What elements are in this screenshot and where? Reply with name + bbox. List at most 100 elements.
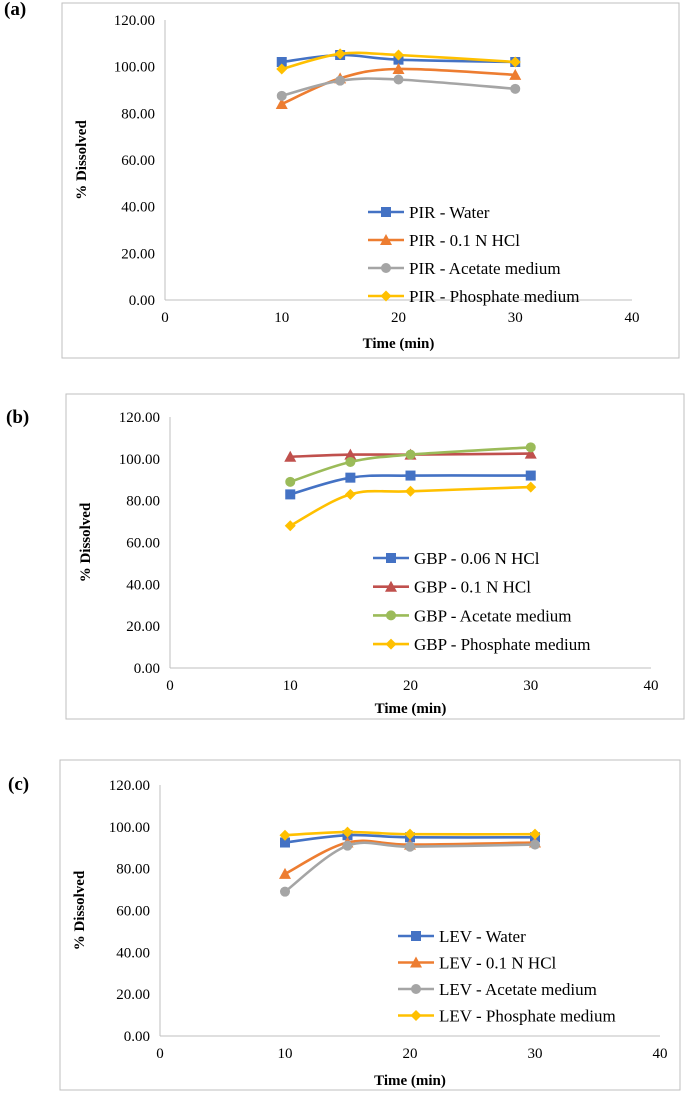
legend-label: LEV - Water xyxy=(439,927,526,946)
data-point xyxy=(405,485,416,497)
legend-marker xyxy=(385,638,397,650)
legend-label: GBP - Acetate medium xyxy=(414,606,572,625)
y-tick-label: 0.00 xyxy=(124,1029,150,1045)
data-point xyxy=(276,57,287,67)
y-axis-title: % Dissolved xyxy=(74,120,90,200)
y-tick-label: 20.00 xyxy=(116,987,150,1003)
series-group xyxy=(280,839,540,897)
series-line xyxy=(289,474,531,496)
series-line xyxy=(284,841,536,893)
legend-label: GBP - 0.06 N HCl xyxy=(414,549,540,568)
data-point xyxy=(345,472,356,483)
chart-panel: (a) 0.00 20.00 40.00 60.00 80.00 100.00 120.00 0… xyxy=(4,0,680,359)
series-line xyxy=(281,67,516,106)
data-point xyxy=(525,470,536,481)
y-tick-label: 60.00 xyxy=(116,904,150,920)
legend-marker xyxy=(386,610,396,621)
data-point xyxy=(405,841,415,852)
y-tick-label: 0.00 xyxy=(129,293,155,309)
series-group xyxy=(285,470,536,500)
legend-marker xyxy=(380,290,392,302)
data-point xyxy=(510,83,521,94)
series-group xyxy=(276,48,521,75)
y-tick-label: 0.00 xyxy=(134,661,160,677)
x-tick-label: 20 xyxy=(403,1046,418,1062)
y-tick-label: 100.00 xyxy=(119,452,160,468)
legend-marker xyxy=(386,553,396,563)
legend-label: GBP - 0.1 N HCl xyxy=(414,578,531,597)
y-tick-label: 80.00 xyxy=(116,862,150,878)
x-tick-label: 30 xyxy=(508,310,523,326)
data-point xyxy=(393,74,404,85)
x-axis-title: Time (min) xyxy=(374,1073,446,1089)
panel-label: (a) xyxy=(4,0,26,20)
x-tick-label: 10 xyxy=(278,1046,293,1062)
legend-marker xyxy=(410,1010,422,1021)
y-tick-label: 120.00 xyxy=(109,778,150,794)
series-group xyxy=(284,481,537,532)
data-point xyxy=(280,837,290,848)
legend-label: PIR - 0.1 N HCl xyxy=(409,231,520,250)
legend-marker xyxy=(411,931,421,941)
panel-label: (b) xyxy=(6,407,29,428)
legend-marker xyxy=(411,984,421,994)
data-point xyxy=(275,98,288,109)
x-tick-label: 0 xyxy=(166,678,174,694)
data-point xyxy=(405,449,416,460)
legend-marker xyxy=(381,207,391,217)
legend-label: PIR - Phosphate medium xyxy=(409,287,579,306)
x-tick-label: 30 xyxy=(523,678,538,694)
series-line xyxy=(281,77,516,98)
data-point xyxy=(404,828,416,840)
legend-marker xyxy=(380,234,392,245)
x-tick-label: 10 xyxy=(283,678,298,694)
data-point xyxy=(335,75,346,86)
x-tick-label: 40 xyxy=(644,678,659,694)
data-point xyxy=(279,829,291,841)
data-point xyxy=(342,840,353,851)
legend: LEV - Water LEV - 0.1 N HCl LEV - Acetate … xyxy=(398,927,616,1026)
panel-label: (c) xyxy=(8,774,29,795)
legend-label: LEV - Acetate medium xyxy=(439,980,597,999)
chart-frame xyxy=(59,759,681,1091)
x-tick-label: 40 xyxy=(625,310,640,326)
data-point xyxy=(524,447,537,459)
data-point xyxy=(334,48,346,60)
y-tick-label: 80.00 xyxy=(126,494,160,510)
series-line xyxy=(284,833,536,844)
series-group xyxy=(285,442,536,487)
y-tick-label: 40.00 xyxy=(116,945,150,961)
legend: GBP - 0.06 N HCl GBP - 0.1 N HCl GBP - Ace… xyxy=(373,549,590,654)
data-point xyxy=(345,456,356,467)
x-tick-label: 20 xyxy=(403,678,418,694)
legend-marker xyxy=(410,956,422,968)
y-tick-label: 120.00 xyxy=(119,410,160,426)
x-tick-label: 10 xyxy=(274,310,289,326)
y-tick-label: 60.00 xyxy=(121,153,155,169)
x-tick-label: 0 xyxy=(156,1046,164,1062)
series-line xyxy=(289,446,531,484)
data-point xyxy=(509,68,522,80)
x-tick-label: 40 xyxy=(653,1046,668,1062)
data-point xyxy=(509,56,521,68)
series-line xyxy=(289,485,531,527)
data-point xyxy=(342,826,353,838)
series-line xyxy=(284,839,536,876)
series-line xyxy=(284,830,536,837)
x-axis-title: Time (min) xyxy=(375,701,447,717)
chart-panel: (b) 0.00 20.00 40.00 60.00 80.00 100.00 120.00 0… xyxy=(6,393,685,720)
data-point xyxy=(525,442,536,453)
series-line xyxy=(281,53,516,64)
data-point xyxy=(276,90,287,101)
chart-frame xyxy=(65,393,685,720)
x-tick-label: 0 xyxy=(161,310,169,326)
chart-frame xyxy=(61,2,680,359)
legend-label: LEV - 0.1 N HCl xyxy=(439,954,557,973)
x-tick-label: 20 xyxy=(391,310,406,326)
data-point xyxy=(285,489,296,500)
series-group xyxy=(276,74,521,101)
data-point xyxy=(284,450,297,462)
y-tick-label: 40.00 xyxy=(121,200,155,216)
x-axis-title: Time (min) xyxy=(363,336,435,352)
